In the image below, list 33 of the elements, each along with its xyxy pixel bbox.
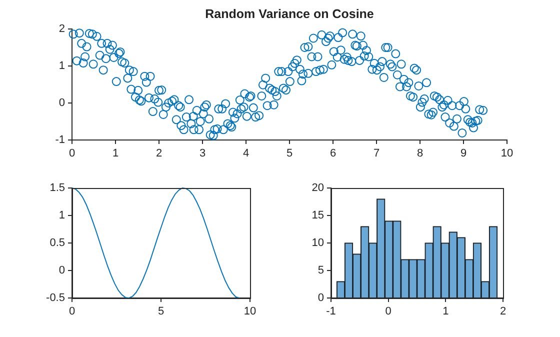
x-tick-label: 0	[385, 306, 392, 318]
x-tick-label: 1	[442, 306, 449, 318]
y-tick-label: 1.5	[50, 182, 65, 194]
x-tick-label: 5	[158, 306, 164, 318]
x-tick-label: 3	[199, 148, 206, 160]
x-tick-label: -1	[326, 306, 336, 318]
y-tick-label: 15	[312, 210, 324, 222]
chart-title: Random Variance on Cosine	[204, 7, 375, 21]
x-tick-label: 5	[286, 148, 293, 160]
x-tick-label: 7	[373, 148, 380, 160]
x-tick-label: 2	[156, 148, 162, 160]
y-tick-label: 20	[312, 182, 324, 194]
y-tick-label: 10	[312, 237, 324, 250]
y-tick-label: 0.5	[50, 237, 65, 250]
y-tick-label: 5	[318, 264, 324, 277]
x-tick-label: 0	[68, 148, 76, 160]
x-tick-label: 10	[500, 148, 514, 160]
x-tick-label: 1	[112, 148, 119, 160]
x-tick-label: 9	[460, 148, 467, 160]
y-tick-label: 2	[58, 23, 65, 36]
x-tick-label: 6	[330, 148, 336, 160]
y-tick-label: 1	[58, 60, 65, 72]
x-tick-label: 10	[244, 306, 256, 318]
x-tick-label: 0	[68, 306, 76, 318]
x-tick-label: 8	[416, 148, 424, 160]
y-tick-label: 0	[318, 292, 324, 304]
y-tick-label: -1	[55, 134, 65, 146]
x-tick-label: 4	[242, 148, 250, 160]
x-tick-label: 2	[500, 306, 506, 318]
y-tick-label: 0	[58, 264, 65, 277]
y-tick-label: 0	[58, 97, 65, 110]
y-tick-label: 1	[58, 210, 65, 222]
y-tick-label: -0.5	[46, 292, 65, 304]
